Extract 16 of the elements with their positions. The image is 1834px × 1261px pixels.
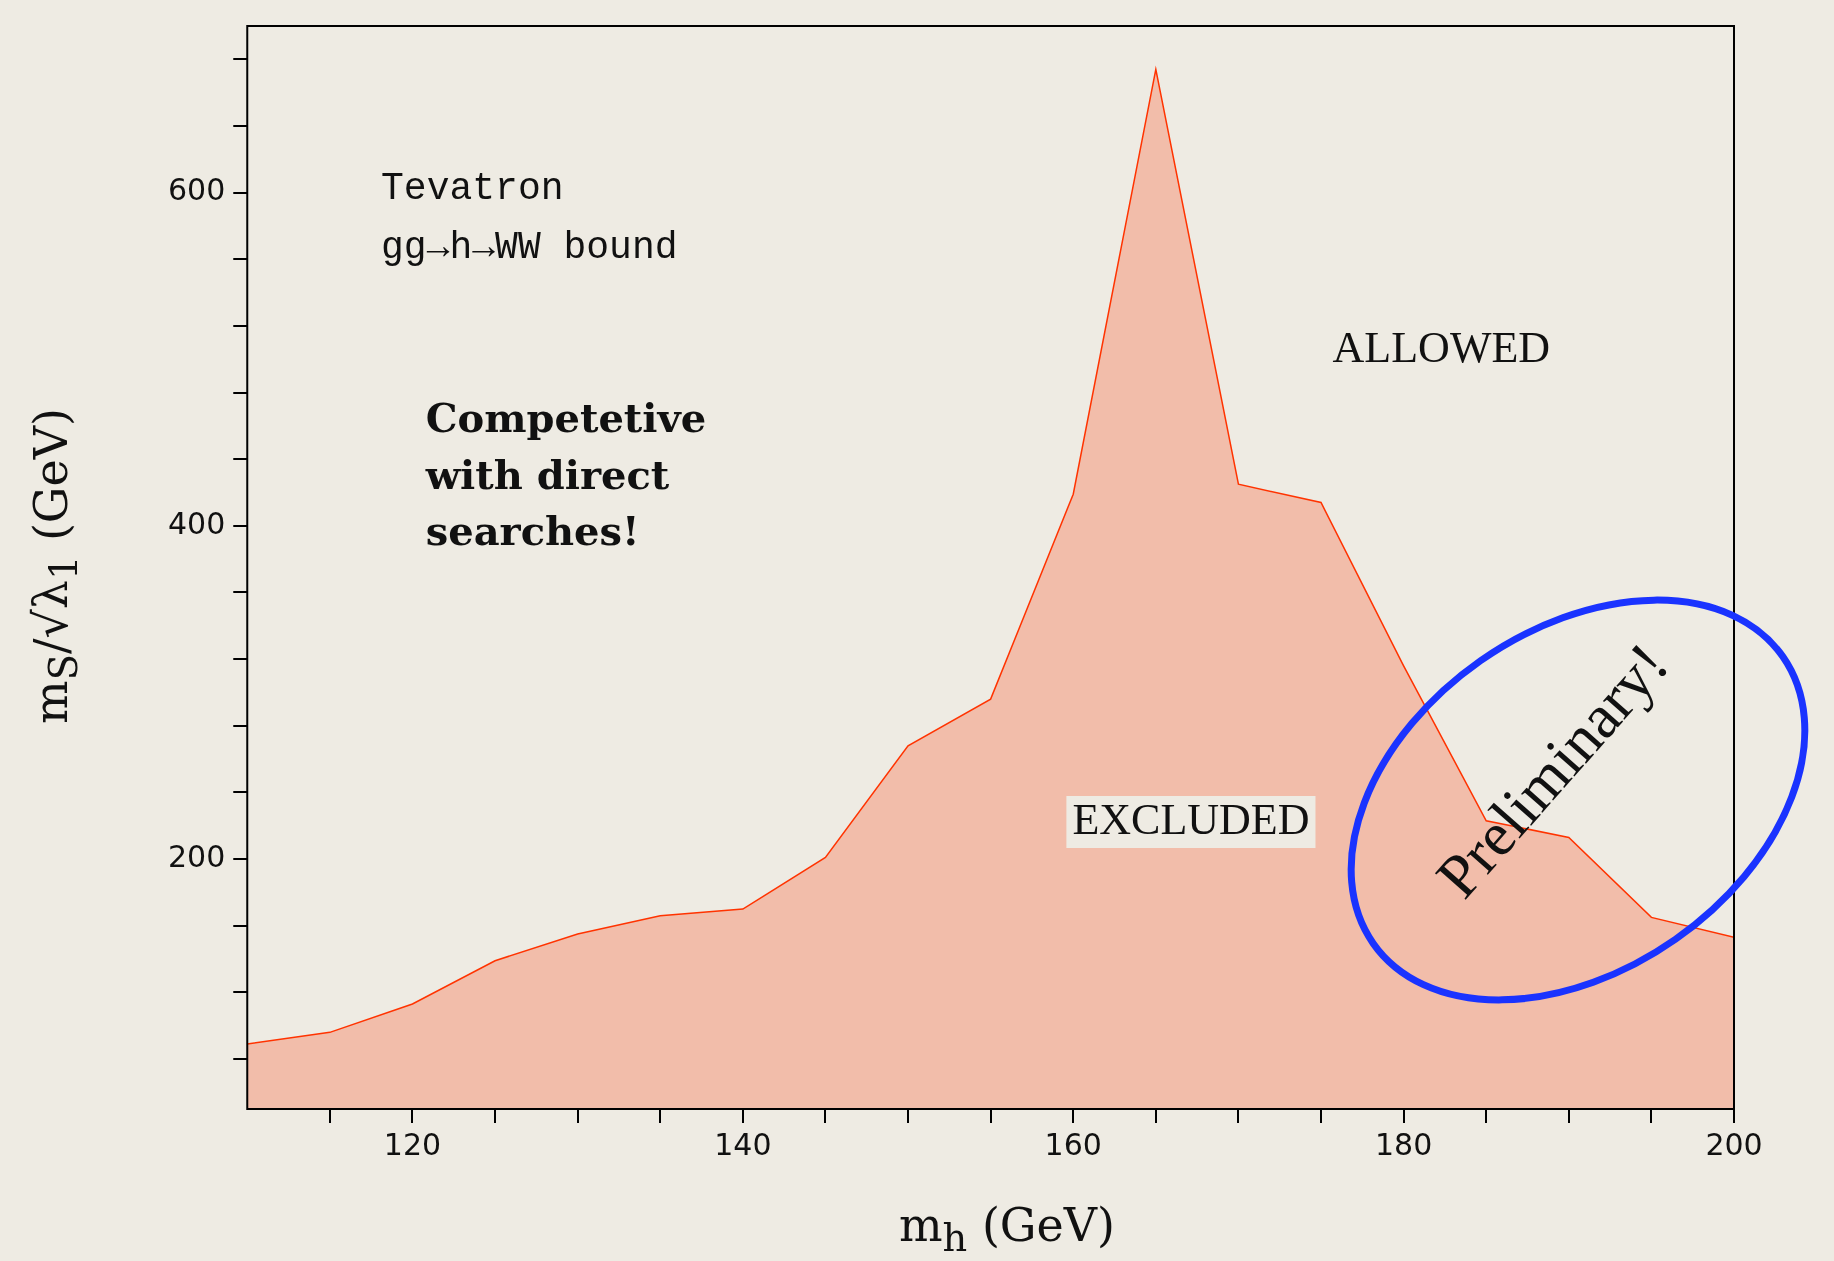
annotation: with direct <box>424 451 670 499</box>
x-tick-label: 180 <box>1374 1126 1433 1162</box>
y-tick-label: 600 <box>168 172 226 208</box>
y-tick-label: 400 <box>168 505 226 541</box>
annotation: EXCLUDED <box>1072 794 1310 844</box>
annotation: Tevatron <box>381 166 564 210</box>
annotation: searches! <box>425 507 640 555</box>
x-axis-title: m$_{h}$ (GeV) <box>898 1198 1116 1261</box>
x-tick-label: 120 <box>383 1126 442 1162</box>
annotation: Competetive <box>425 393 707 441</box>
x-tick-label: 160 <box>1044 1126 1102 1162</box>
annotation: ALLOWED <box>1332 323 1551 373</box>
x-tick-label: 200 <box>1705 1126 1763 1162</box>
x-tick-label: 140 <box>714 1126 772 1162</box>
y-tick-label: 200 <box>168 838 226 874</box>
annotation: gg→h→WW bound <box>381 226 678 270</box>
